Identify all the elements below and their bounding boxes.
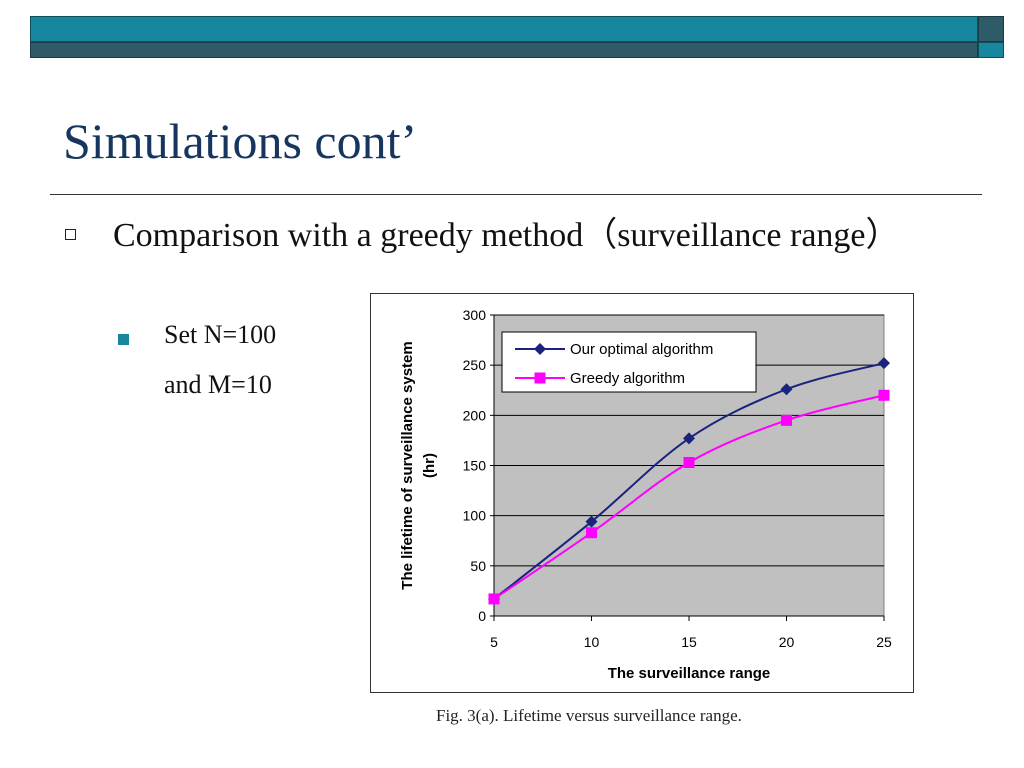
y-tick-label: 0 [478, 608, 486, 624]
bullet-comparison: Comparison with a greedy method（surveill… [113, 217, 900, 254]
greedy-data-point [683, 456, 695, 468]
y-tick-label: 50 [470, 558, 486, 574]
bullet-settings-line-1: Set N=100 [164, 320, 277, 349]
chart-frame: 0 50 100 150 200 250 300 5 10 15 20 25 The surveilla… [370, 293, 914, 693]
title-bar-corner-light [978, 42, 1004, 58]
y-axis-label-line-1: The lifetime of surveillance system [399, 341, 416, 589]
optimal-data-point [585, 515, 598, 528]
legend-label-greedy: Greedy algorithm [570, 370, 685, 387]
y-axis-label-line-2: (hr) [421, 453, 438, 478]
title-divider [50, 194, 982, 195]
y-tick-label: 300 [463, 307, 487, 323]
greedy-data-point [781, 414, 792, 426]
x-tick-label: 10 [584, 634, 600, 650]
greedy-data-point [878, 389, 890, 401]
x-tick-label: 25 [876, 634, 892, 650]
optimal-data-point [780, 383, 793, 396]
title-bar-band-dark [30, 42, 978, 58]
greedy-data-point [488, 593, 500, 605]
x-tick-label: 5 [490, 634, 498, 650]
y-tick-label: 100 [463, 508, 487, 524]
legend-marker-greedy [534, 372, 546, 384]
x-axis-label: The surveillance range [608, 665, 771, 682]
y-tick-label: 250 [463, 357, 487, 373]
legend-marker-optimal [534, 343, 546, 355]
title-bar-corner-dark [978, 16, 1004, 42]
filled-square-bullet-icon [118, 334, 129, 345]
y-tick-label: 150 [463, 458, 487, 474]
optimal-data-point [878, 357, 890, 370]
optimal-data-point [683, 432, 695, 445]
lifetime-chart: 0 50 100 150 200 250 300 5 10 15 20 25 The surveilla… [399, 307, 892, 682]
y-tick-label: 200 [463, 407, 487, 423]
x-tick-label: 15 [681, 634, 697, 650]
hollow-square-bullet-icon [65, 229, 76, 240]
legend-label-optimal: Our optimal algorithm [570, 341, 713, 358]
title-bar-band-light [30, 16, 978, 42]
bullet-settings-line-2: and M=10 [164, 370, 272, 399]
figure-caption: Fig. 3(a). Lifetime versus surveillance … [436, 706, 742, 725]
title-bar-decoration [30, 16, 1004, 60]
x-tick-label: 20 [779, 634, 795, 650]
slide-title: Simulations cont’ [63, 113, 418, 169]
greedy-data-point [586, 527, 597, 539]
